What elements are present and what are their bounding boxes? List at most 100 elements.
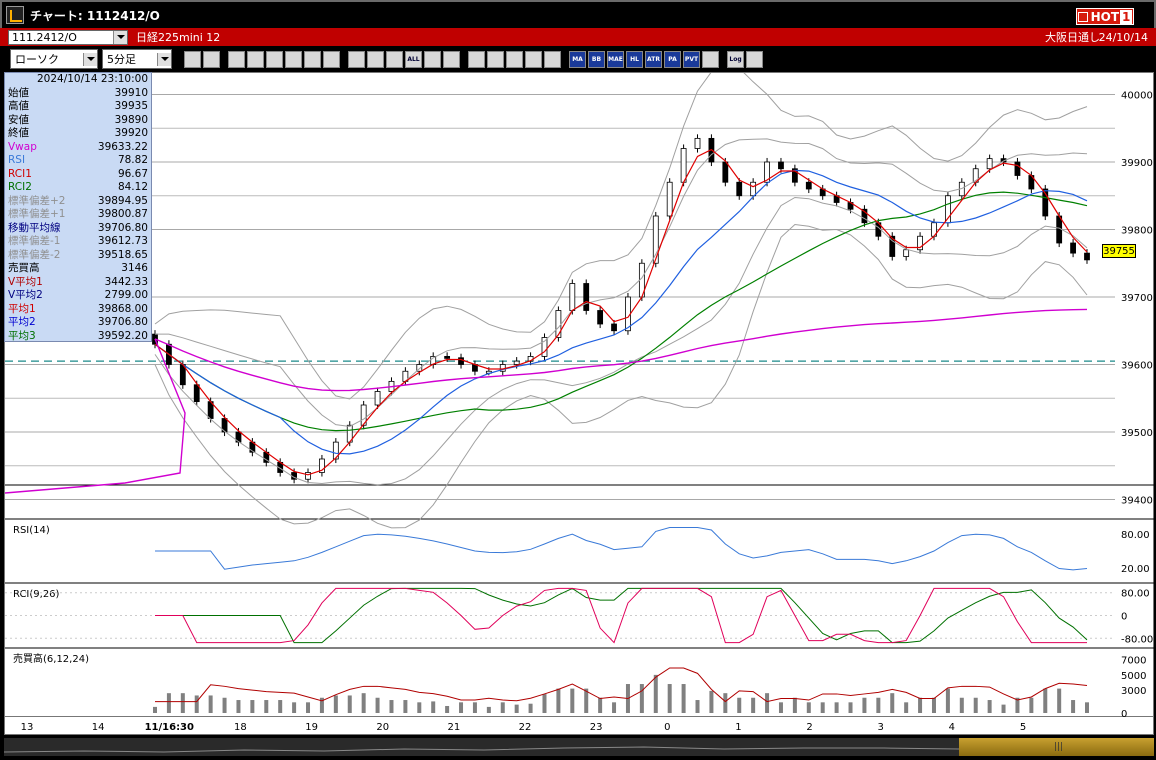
vwap-line (154, 308, 1088, 392)
atr-icon[interactable]: ATR (645, 50, 662, 68)
rci-long-line (155, 587, 1088, 644)
sub-add-icon[interactable] (468, 50, 485, 68)
arrow-icon[interactable] (386, 50, 403, 68)
candle-body (374, 391, 381, 406)
pvt-icon[interactable]: PVT (683, 50, 700, 68)
volume-bar (486, 706, 491, 713)
volume-bar (166, 693, 171, 713)
time-tick-label: 18 (234, 722, 247, 733)
info-value: 39894.95 (97, 194, 148, 207)
volume-bar (862, 697, 867, 713)
volume-bar (723, 693, 728, 713)
volume-bar (319, 697, 324, 713)
chart-type-select[interactable]: ローソク (10, 49, 98, 69)
candle-body (903, 249, 910, 257)
rci-tick-label: 80.00 (1121, 589, 1150, 600)
volume-bar (681, 684, 686, 713)
timeframe-select[interactable]: 5分足 (102, 49, 172, 69)
info-value: 39868.00 (97, 302, 148, 315)
zoom-icon[interactable] (184, 50, 201, 68)
sub-find-icon[interactable] (487, 50, 504, 68)
candle-body (694, 137, 701, 149)
all-icon[interactable]: ALL (405, 50, 422, 68)
volume-average-line (155, 667, 1088, 703)
window-title: チャート: 1112412/O (30, 8, 160, 23)
volume-bar (918, 697, 923, 713)
volume-label: 売買高(6,12,24) (13, 652, 89, 665)
info-label: 平均3 (8, 329, 36, 342)
fill-icon[interactable] (285, 50, 302, 68)
candle-body (319, 458, 325, 473)
candle-body (1084, 252, 1090, 261)
chevron-down-icon[interactable] (83, 52, 97, 66)
chart-area[interactable]: 40000 39900 39800 39700 39600 39500 39400 RSI(1… (4, 64, 1155, 720)
time-axis: 13 14 11/16:30 18 19 20 21 22 23 0 1 2 3 4 5 (4, 717, 1154, 735)
candle-body (805, 181, 812, 190)
candle-body (569, 283, 576, 311)
volume-bar (347, 695, 352, 713)
info-label: 標準偏差+1 (8, 208, 66, 220)
hot-number: 1 (1120, 9, 1133, 24)
volume-bar (445, 705, 450, 713)
mae-icon[interactable]: MAE (607, 50, 624, 68)
volume-bar (751, 697, 756, 713)
volume-bar (528, 703, 533, 713)
moving-average-mid (154, 169, 1088, 455)
draw-line-icon[interactable] (228, 50, 245, 68)
list-icon[interactable] (304, 50, 321, 68)
brush-icon[interactable] (424, 50, 441, 68)
info-row: 平均1 39868.00 (5, 303, 151, 317)
price-tick-label: 40000 (1121, 91, 1153, 102)
volume-bar (834, 702, 839, 713)
log-icon[interactable]: Log (727, 50, 744, 68)
volume-bar (570, 688, 575, 713)
info-label: 安値 (8, 113, 29, 126)
candle-body (986, 158, 993, 170)
erase-icon[interactable] (203, 50, 220, 68)
palette-icon[interactable] (443, 50, 460, 68)
hot-button[interactable]: HOT 1 (1076, 8, 1134, 25)
volume-bar (361, 693, 366, 713)
info-datetime: 2024/10/14 23:10:00 (36, 73, 148, 85)
trash-icon[interactable] (323, 50, 340, 68)
scroll-overview (4, 746, 960, 753)
symbol-select[interactable]: 111.2412/O (8, 29, 128, 45)
candle-icon[interactable] (348, 50, 365, 68)
candle-body (416, 364, 423, 372)
time-tick-label: 19 (305, 722, 318, 733)
sub-delete-icon[interactable] (525, 50, 542, 68)
bb-icon[interactable]: BB (588, 50, 605, 68)
pivot-icon[interactable] (702, 50, 719, 68)
volume-bar (778, 702, 783, 713)
instrument-name: 日経225mini 12 (136, 31, 221, 44)
toolbar: ローソク 5分足 ALL MA BB MAE HL ATR PA PVT Log (0, 46, 1156, 72)
volume-bar (417, 702, 422, 713)
chevron-down-icon[interactable] (113, 30, 127, 44)
candle-body (541, 337, 548, 357)
volume-bar (375, 697, 380, 713)
window-titlebar: チャート: 1112412/O HOT 1 (0, 0, 1156, 28)
scrollbar-thumb[interactable]: ||| (959, 738, 1154, 756)
info-label: 始値 (8, 86, 29, 99)
cursor-icon[interactable] (266, 50, 283, 68)
volume-bar (959, 697, 964, 713)
volume-bar (180, 693, 185, 713)
hl-icon[interactable]: HL (626, 50, 643, 68)
volume-bar (194, 695, 199, 713)
pa-icon[interactable]: PA (664, 50, 681, 68)
chevron-down-icon[interactable] (157, 52, 171, 66)
info-row: 終値 39920 (5, 127, 151, 141)
export-icon[interactable] (746, 50, 763, 68)
info-label: 標準偏差+2 (8, 194, 66, 207)
info-value: 39935 (114, 100, 148, 112)
ma-icon[interactable]: MA (569, 50, 586, 68)
pen-icon[interactable] (247, 50, 264, 68)
bar-icon[interactable] (367, 50, 384, 68)
info-row: RSI 78.82 (5, 154, 151, 168)
chart-scrollbar[interactable]: ||| (4, 738, 1154, 756)
info-value: 96.67 (117, 167, 148, 180)
volume-bar (695, 700, 700, 713)
timeframe-value: 5分足 (107, 53, 136, 66)
sub-set-icon[interactable] (506, 50, 523, 68)
sub-x-icon[interactable] (544, 50, 561, 68)
